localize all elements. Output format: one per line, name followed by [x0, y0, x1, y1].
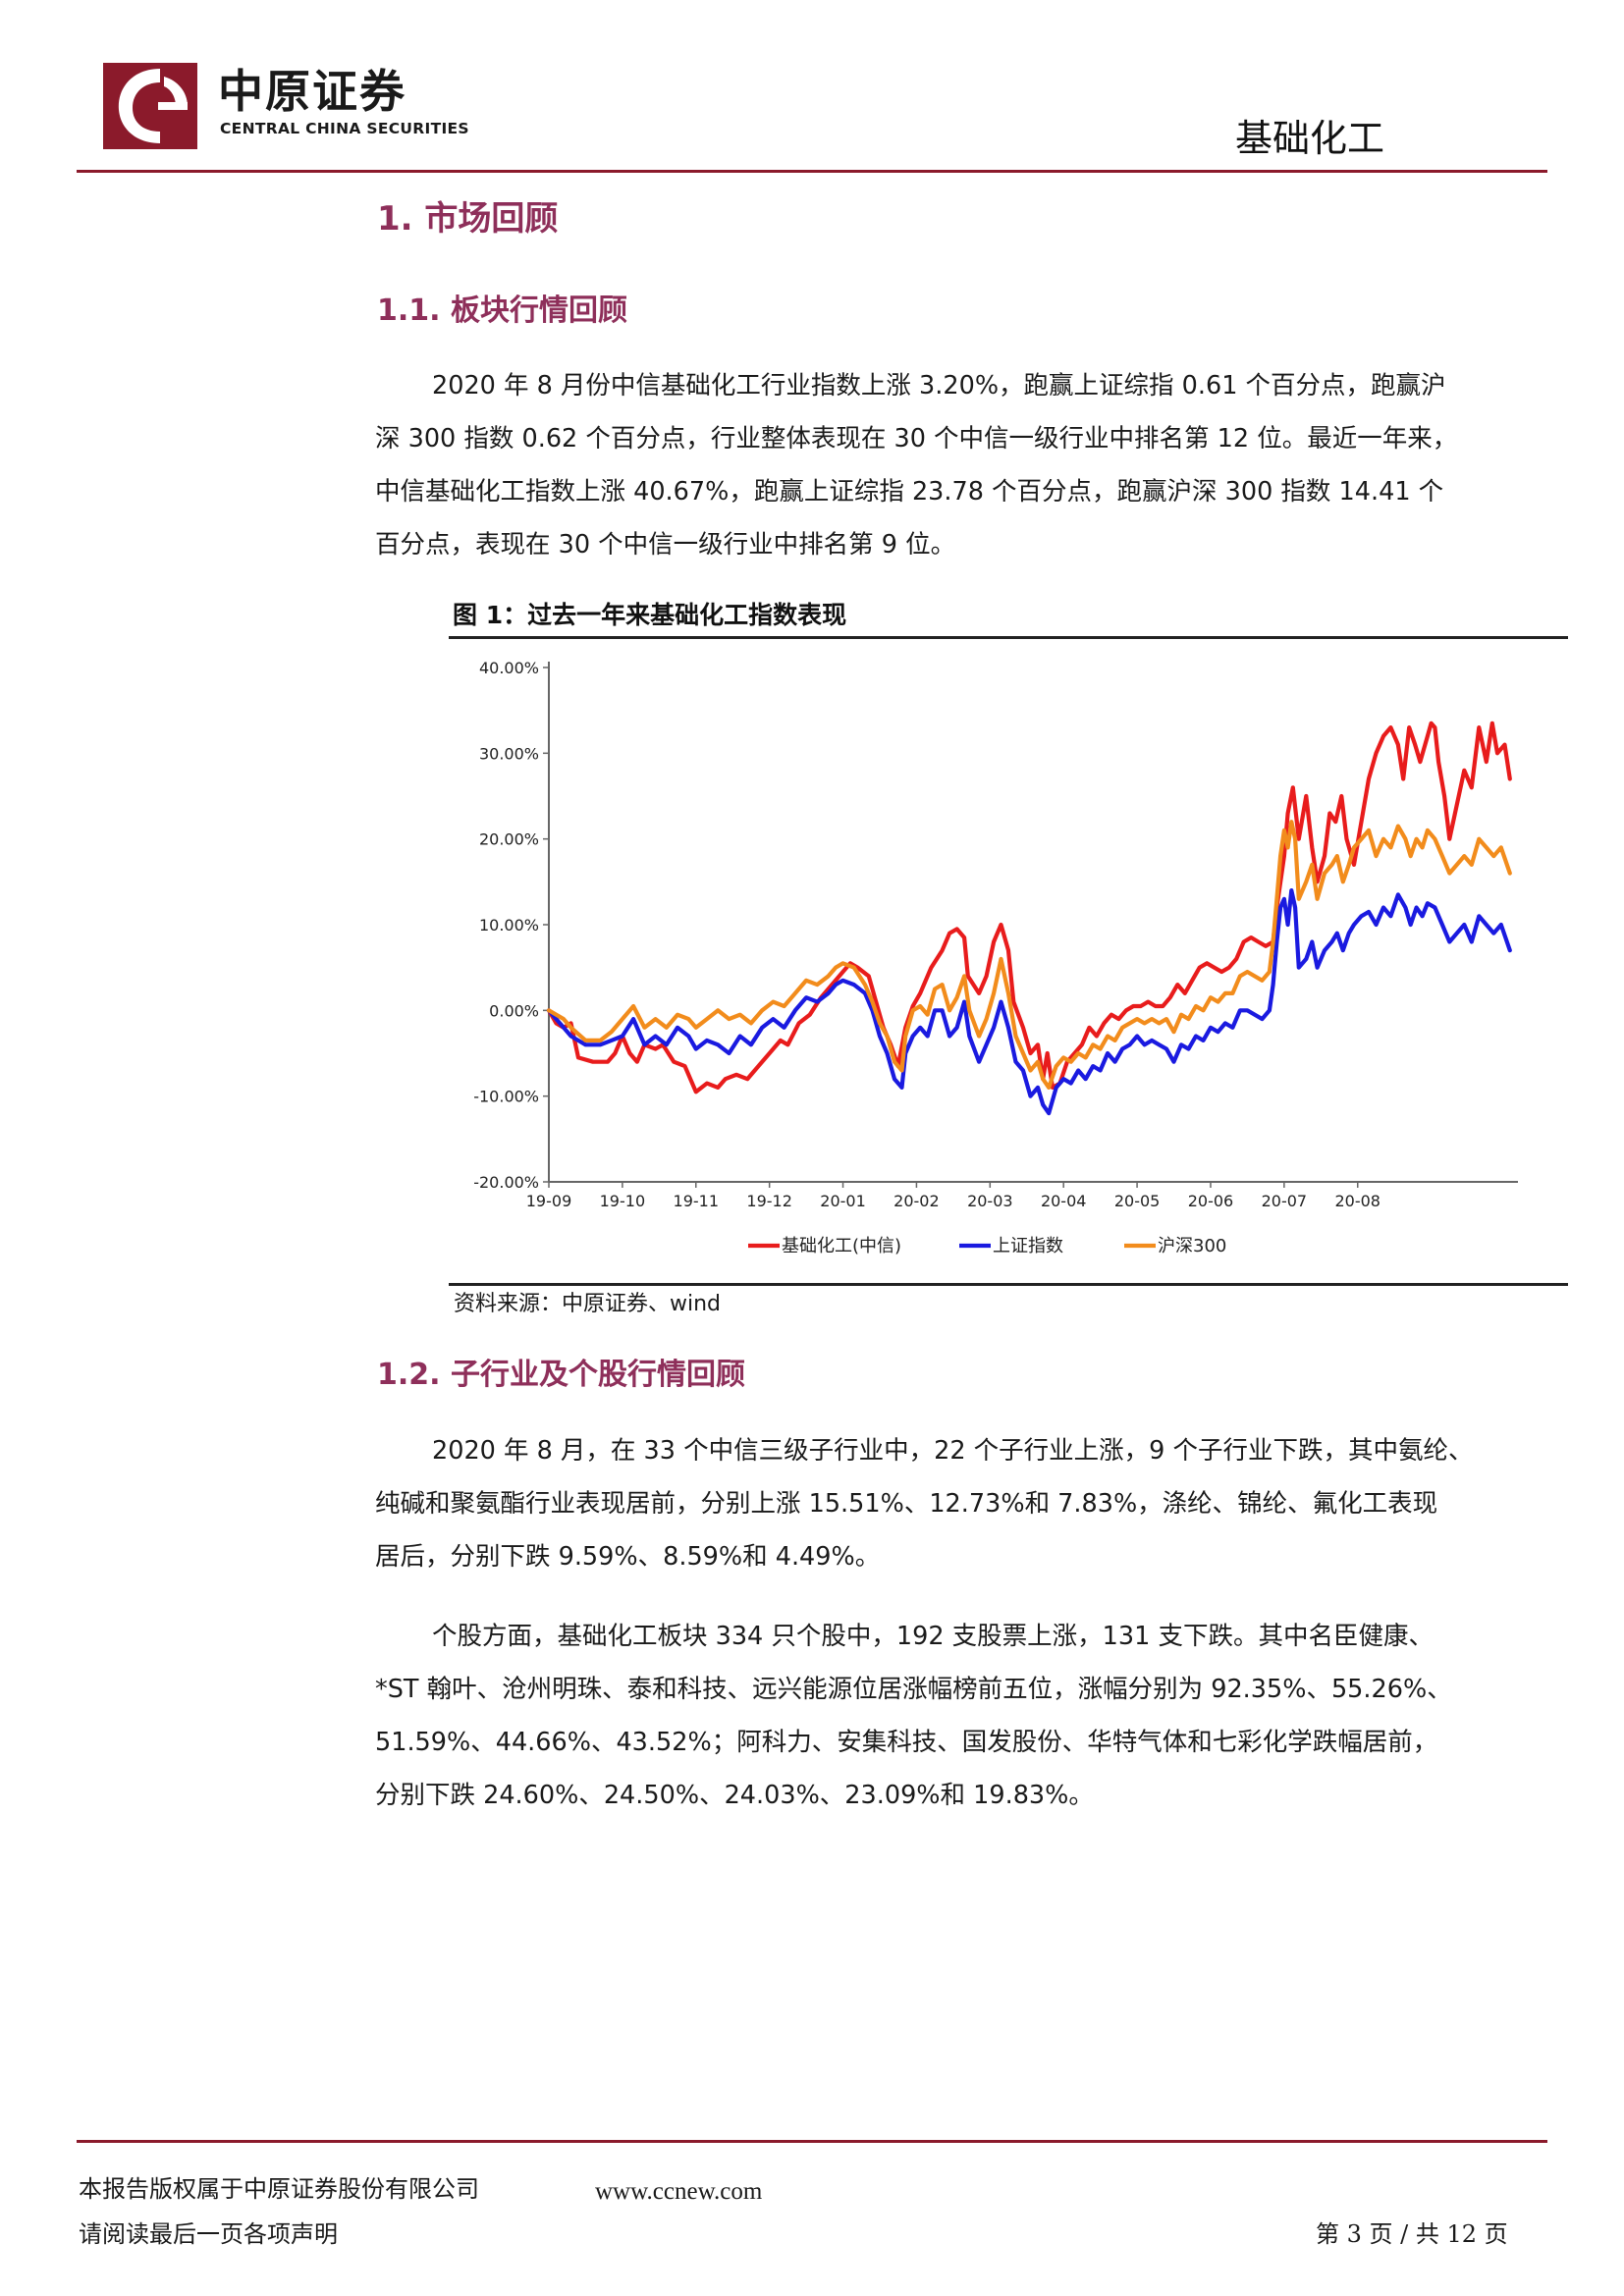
legend-label: 沪深300	[1158, 1236, 1226, 1256]
footer-divider	[77, 2140, 1547, 2143]
company-logo-mark	[103, 63, 197, 149]
series-line-0	[546, 721, 1512, 1095]
x-tick-label: 20-08	[1334, 1192, 1380, 1210]
page-number: 第 3 页 / 共 12 页	[1316, 2220, 1508, 2248]
section-heading-sub-industry-review: 1.2. 子行业及个股行情回顾	[377, 1358, 745, 1392]
footer-website-link[interactable]: www.ccnew.com	[595, 2178, 763, 2205]
chart-axes	[548, 662, 1518, 1183]
paragraph-line: 百分点，表现在 30 个中信一级行业中排名第 9 位。	[375, 530, 956, 560]
paragraph-line: 纯碱和聚氨酯行业表现居前，分别上涨 15.51%、12.73%和 7.83%，涤…	[375, 1489, 1438, 1519]
paragraph-line: 2020 年 8 月份中信基础化工行业指数上涨 3.20%，跑赢上证综指 0.6…	[432, 371, 1446, 400]
header-divider	[77, 170, 1547, 173]
series-line-1	[546, 888, 1512, 1116]
x-axis-ticks: 19-09 19-10 19-11 19-12 20-01 20-02 20-03 20-04…	[526, 1182, 1380, 1210]
figure-top-rule	[449, 636, 1568, 639]
company-name-cn: 中原证券	[218, 65, 406, 118]
y-tick-label: 0.00%	[489, 1001, 539, 1020]
x-tick-label: 20-04	[1041, 1192, 1087, 1210]
y-axis-ticks: 40.00% 30.00% 20.00% 10.00% 0.00% -10.00% -20.…	[473, 659, 549, 1192]
chart-legend: 基础化工(中信) 上证指数 沪深300	[748, 1236, 1226, 1256]
y-tick-label: -20.00%	[473, 1173, 539, 1192]
paragraph-line: 51.59%、44.66%、43.52%；阿科力、安集科技、国发股份、华特气体和…	[375, 1728, 1438, 1757]
legend-label: 上证指数	[993, 1236, 1063, 1256]
x-tick-label: 19-11	[674, 1192, 720, 1210]
series-line-2	[546, 820, 1512, 1090]
y-tick-label: 40.00%	[479, 659, 539, 677]
figure-title: 图 1：过去一年来基础化工指数表现	[453, 601, 847, 629]
paragraph-individual-stocks: 个股方面，基础化工板块 334 只个股中，192 支股票上涨，131 支下跌。其…	[375, 1610, 1553, 1822]
legend-label: 基础化工(中信)	[782, 1236, 901, 1256]
y-tick-label: 30.00%	[479, 744, 539, 763]
x-tick-label: 20-06	[1188, 1192, 1234, 1210]
figure-source: 资料来源：中原证券、wind	[454, 1292, 722, 1316]
paragraph-line: 个股方面，基础化工板块 334 只个股中，192 支股票上涨，131 支下跌。其…	[432, 1622, 1434, 1651]
x-tick-label: 20-03	[967, 1192, 1013, 1210]
x-tick-label: 19-12	[746, 1192, 792, 1210]
paragraph-line: 居后，分别下跌 9.59%、8.59%和 4.49%。	[375, 1542, 881, 1572]
paragraph-line: 深 300 指数 0.62 个百分点，行业整体表现在 30 个中信一级行业中排名…	[375, 424, 1458, 454]
index-performance-chart: 40.00% 30.00% 20.00% 10.00% 0.00% -10.00% -20.…	[473, 659, 1518, 1256]
section-heading-sector-review: 1.1. 板块行情回顾	[377, 294, 627, 328]
paragraph-line: *ST 翰叶、沧州明珠、泰和科技、远兴能源位居涨幅榜前五位，涨幅分别为 92.3…	[375, 1675, 1452, 1704]
paragraph-line: 中信基础化工指数上涨 40.67%，跑赢上证综指 23.78 个百分点，跑赢沪深…	[375, 477, 1444, 507]
x-tick-label: 20-07	[1262, 1192, 1308, 1210]
footer-copyright: 本报告版权属于中原证券股份有限公司	[79, 2175, 479, 2203]
section-heading-market-review: 1. 市场回顾	[377, 199, 559, 239]
x-tick-label: 20-02	[893, 1192, 940, 1210]
figure-bottom-rule	[449, 1283, 1568, 1286]
report-category-title: 基础化工	[1235, 117, 1385, 160]
x-tick-label: 19-09	[526, 1192, 572, 1210]
company-name-en: CENTRAL CHINA SECURITIES	[220, 120, 469, 137]
paragraph-sector-performance: 2020 年 8 月份中信基础化工行业指数上涨 3.20%，跑赢上证综指 0.6…	[375, 359, 1553, 571]
logo-icon	[103, 63, 197, 149]
x-tick-label: 20-05	[1114, 1192, 1161, 1210]
y-tick-label: -10.00%	[473, 1088, 539, 1106]
paragraph-sub-industry: 2020 年 8 月，在 33 个中信三级子行业中，22 个子行业上涨，9 个子…	[375, 1424, 1553, 1583]
paragraph-line: 分别下跌 24.60%、24.50%、24.03%、23.09%和 19.83%…	[375, 1781, 1094, 1810]
chart-series	[546, 721, 1512, 1116]
paragraph-line: 2020 年 8 月，在 33 个中信三级子行业中，22 个子行业上涨，9 个子…	[432, 1436, 1474, 1466]
x-tick-label: 20-01	[820, 1192, 866, 1210]
footer-disclaimer-notice: 请阅读最后一页各项声明	[79, 2220, 338, 2248]
x-tick-label: 19-10	[600, 1192, 646, 1210]
y-tick-label: 20.00%	[479, 830, 539, 849]
y-tick-label: 10.00%	[479, 916, 539, 934]
